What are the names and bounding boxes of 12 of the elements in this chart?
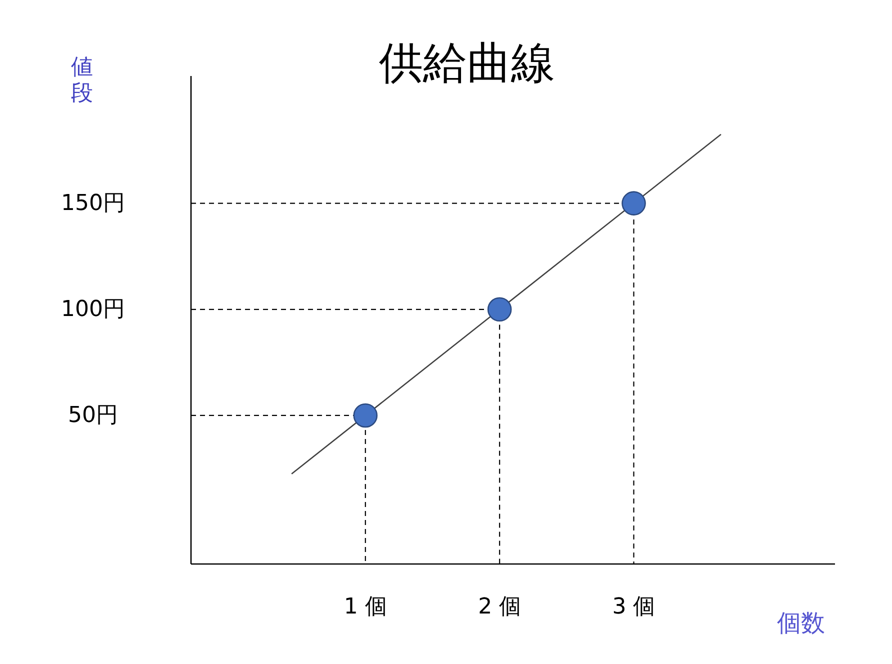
x-tick-label: 1 個 [344,594,387,620]
x-tick-label: 2 個 [478,594,522,620]
y-tick-label: 50円 [68,402,118,428]
point [353,403,378,428]
y-tick-label: 100円 [61,296,125,322]
point [622,191,646,216]
x-tick-label: 3 個 [612,594,656,620]
y-axis-title: 値段 [71,55,93,106]
x-axis-title: 個数 [777,609,825,637]
y-tick-label: 150円 [61,190,125,216]
point [487,297,512,322]
chart-title: 供給曲線 [379,38,555,89]
